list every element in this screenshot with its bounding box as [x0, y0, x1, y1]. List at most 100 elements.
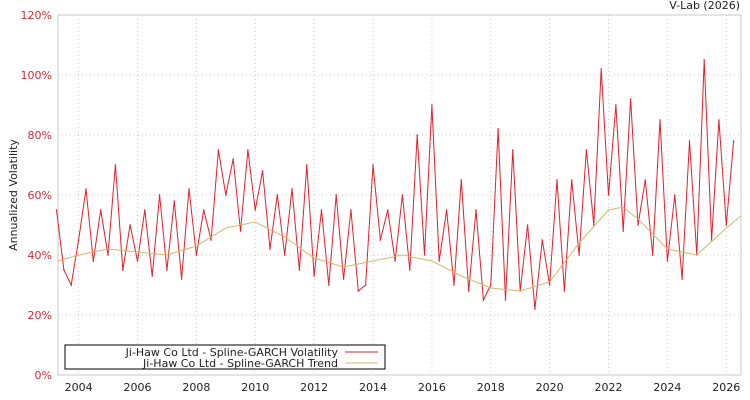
- volatility-point: [379, 239, 382, 241]
- volatility-point: [254, 209, 257, 211]
- volatility-point: [710, 239, 713, 241]
- volatility-point: [489, 284, 492, 286]
- volatility-point: [688, 140, 691, 142]
- volatility-point: [350, 209, 352, 211]
- volatility-series-line: [56, 59, 735, 310]
- volatility-point: [460, 179, 463, 181]
- volatility-point: [629, 98, 632, 100]
- volatility-point: [320, 209, 323, 211]
- volatility-point: [585, 149, 588, 151]
- y-tick-label: 120%: [21, 9, 52, 22]
- volatility-point: [394, 260, 396, 262]
- grid: [58, 15, 741, 375]
- volatility-point: [453, 284, 455, 286]
- x-tick-label: 2014: [359, 381, 387, 394]
- y-tick-label: 0%: [35, 369, 52, 382]
- volatility-point: [659, 119, 661, 121]
- volatility-point: [63, 269, 65, 271]
- y-tick-label: 80%: [28, 129, 52, 142]
- plot-frame: [57, 14, 742, 376]
- volatility-point: [121, 269, 124, 271]
- x-tick-label: 2024: [653, 381, 681, 394]
- volatility-point: [578, 254, 580, 256]
- volatility-point: [210, 239, 212, 241]
- y-tick-label: 20%: [28, 309, 52, 322]
- volatility-point: [357, 290, 360, 292]
- volatility-point: [718, 119, 720, 121]
- volatility-point: [637, 224, 639, 226]
- trend-series-line: [57, 206, 742, 292]
- volatility-point: [114, 164, 117, 166]
- volatility-point: [173, 200, 176, 202]
- volatility-point: [99, 209, 102, 211]
- volatility-point: [364, 284, 367, 286]
- volatility-point: [151, 275, 154, 277]
- volatility-point: [703, 59, 706, 61]
- volatility-point: [563, 290, 566, 292]
- volatility-point: [423, 254, 426, 256]
- volatility-point: [401, 194, 404, 196]
- volatility-point: [55, 209, 58, 211]
- x-tick-label: 2018: [477, 381, 505, 394]
- volatility-point: [431, 104, 433, 106]
- volatility-point: [409, 269, 411, 271]
- volatility-point: [725, 224, 728, 226]
- volatility-point: [556, 179, 558, 181]
- legend-label-trend: Ji-Haw Co Ltd - Spline-GARCH Trend: [142, 357, 338, 370]
- volatility-point: [651, 254, 654, 256]
- volatility-point: [622, 230, 625, 232]
- volatility-point: [188, 188, 190, 190]
- volatility-point: [504, 299, 507, 301]
- volatility-point: [129, 224, 131, 226]
- x-tick-label: 2020: [536, 381, 564, 394]
- volatility-point: [180, 278, 183, 280]
- volatility-point: [386, 209, 389, 211]
- volatility-point: [526, 224, 529, 226]
- volatility-point: [85, 188, 87, 190]
- volatility-point: [158, 194, 161, 196]
- volatility-point: [247, 149, 249, 151]
- volatility-point: [232, 158, 234, 160]
- volatility-point: [600, 68, 602, 70]
- volatility-point: [335, 194, 338, 196]
- volatility-point: [283, 254, 286, 256]
- volatility-point: [512, 149, 514, 151]
- volatility-point: [548, 284, 551, 286]
- volatility-point: [313, 275, 315, 277]
- x-tick-label: 2026: [712, 381, 740, 394]
- volatility-point: [534, 308, 536, 310]
- volatility-point: [644, 179, 647, 181]
- volatility-point: [438, 260, 441, 262]
- volatility-point: [615, 104, 617, 106]
- volatility-point: [298, 269, 301, 271]
- y-tick-label: 40%: [28, 249, 52, 262]
- legend-box: [64, 344, 386, 370]
- volatility-point: [217, 149, 220, 151]
- volatility-point: [144, 209, 146, 211]
- x-tick-label: 2004: [65, 381, 93, 394]
- volatility-point: [372, 164, 374, 166]
- volatility-point: [482, 299, 485, 301]
- volatility-point: [195, 254, 198, 256]
- volatility-point: [467, 290, 470, 292]
- volatility-point: [92, 260, 95, 262]
- x-tick-label: 2008: [182, 381, 210, 394]
- volatility-point: [607, 194, 610, 196]
- volatility-point: [541, 239, 544, 241]
- volatility-point: [416, 134, 418, 136]
- volatility-point: [70, 284, 73, 286]
- volatility-point: [497, 128, 499, 130]
- volatility-point: [77, 239, 80, 241]
- volatility-point: [475, 209, 477, 211]
- volatility-point: [732, 140, 735, 142]
- volatility-point: [673, 194, 676, 196]
- x-tick-label: 2016: [418, 381, 446, 394]
- volatility-point: [136, 260, 139, 262]
- legend-label-volatility: Ji-Haw Co Ltd - Spline-GARCH Volatility: [125, 346, 339, 359]
- x-tick-label: 2012: [300, 381, 328, 394]
- volatility-point: [328, 284, 330, 286]
- volatility-point: [681, 278, 683, 280]
- volatility-point: [202, 209, 205, 211]
